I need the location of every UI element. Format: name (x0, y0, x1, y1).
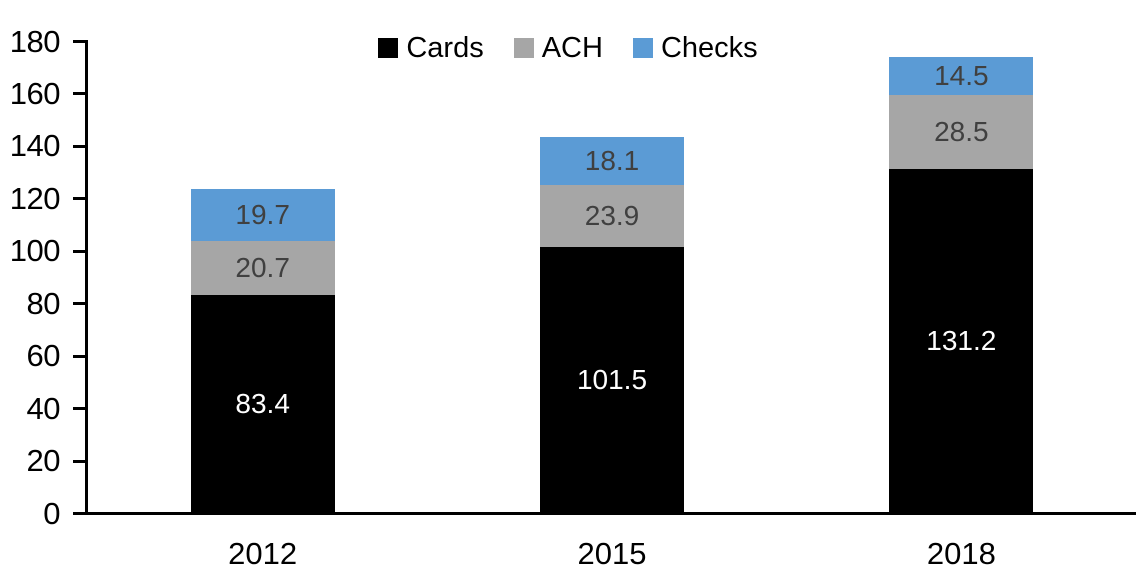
y-axis-tick-label: 80 (26, 285, 61, 321)
chart-legend: Cards ACH Checks (0, 32, 1136, 64)
y-axis-tick (73, 512, 85, 515)
bar-value-label: 83.4 (235, 388, 290, 420)
y-axis-tick-label: 0 (43, 495, 60, 531)
bar-segment-cards-2015: 101.5 (540, 247, 684, 514)
x-axis-line (85, 512, 1136, 515)
bar-value-label: 19.7 (235, 198, 290, 230)
bar-segment-ach-2015: 23.9 (540, 184, 684, 248)
y-axis-tick (73, 92, 85, 96)
bar-segment-checks-2015: 18.1 (540, 137, 684, 185)
bar-value-label: 18.1 (584, 144, 640, 176)
y-axis-tick (73, 459, 85, 463)
legend-item-cards: Cards (378, 32, 484, 64)
y-axis-tick-label: 140 (9, 128, 61, 164)
legend-swatch-cards (378, 38, 399, 58)
legend-label: Cards (406, 32, 484, 64)
y-axis-tick (73, 144, 85, 148)
y-axis-tick (73, 407, 85, 411)
bar-segment-ach-2018: 28.5 (889, 94, 1034, 170)
legend-item-ach: ACH (513, 32, 603, 64)
y-axis-tick (73, 302, 85, 306)
bar-value-label: 101.5 (576, 364, 648, 396)
y-axis-tick-label: 100 (9, 233, 61, 269)
bar-segment-checks-2012: 19.7 (190, 188, 335, 241)
bar-value-label: 14.5 (934, 59, 989, 91)
bar-value-label: 20.7 (235, 251, 290, 283)
y-axis-tick-label: 20 (26, 443, 61, 479)
bar-value-label: 28.5 (934, 116, 989, 148)
bar-segment-cards-2012: 83.4 (190, 294, 335, 514)
y-axis-tick-label: 40 (26, 390, 61, 426)
y-axis-line (85, 40, 88, 515)
bar-value-label: 131.2 (926, 325, 997, 357)
y-axis-tick (73, 40, 85, 43)
y-axis-tick (73, 197, 85, 201)
bar-segment-ach-2012: 20.7 (190, 240, 335, 295)
y-axis-tick-label: 160 (9, 75, 61, 111)
bar-segment-checks-2018: 14.5 (889, 56, 1034, 95)
legend-label: ACH (541, 32, 603, 64)
bar-segment-cards-2018: 131.2 (889, 169, 1034, 514)
x-axis-label-2018: 2018 (926, 536, 996, 571)
legend-label: Checks (660, 32, 758, 64)
bar-value-label: 23.9 (584, 200, 640, 231)
legend-swatch-checks (632, 38, 653, 58)
y-axis-tick-label: 180 (9, 23, 61, 59)
legend-item-checks: Checks (632, 32, 758, 64)
y-axis-tick (73, 354, 85, 358)
y-axis-tick-label: 120 (9, 180, 61, 216)
x-axis-label-2015: 2015 (577, 536, 647, 571)
x-axis-label-2012: 2012 (228, 536, 298, 571)
y-axis-tick (73, 249, 85, 253)
y-axis-tick-label: 60 (26, 338, 61, 374)
legend-swatch-ach (513, 38, 534, 58)
